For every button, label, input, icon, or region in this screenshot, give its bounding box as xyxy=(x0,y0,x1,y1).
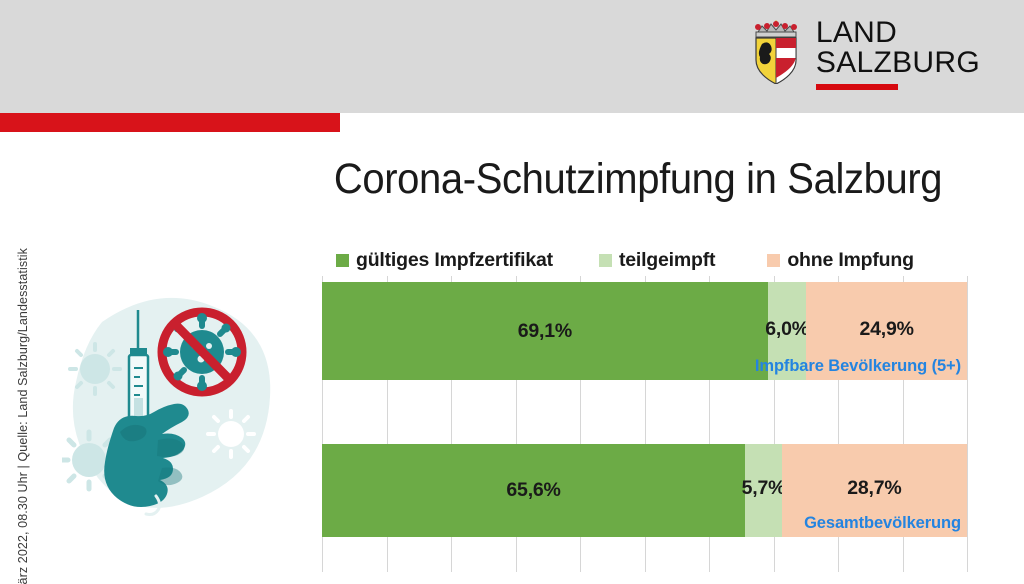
bar-segment-gueltiges-impfzertifikat[interactable]: 65,6% xyxy=(322,444,746,537)
gridline xyxy=(322,276,323,572)
bar-segment-value: 6,0% xyxy=(765,317,809,340)
bar-segment-teilgeimpft[interactable]: 6,0% xyxy=(765,282,809,380)
no-virus-prohibition-icon xyxy=(157,307,247,397)
bar-segment-ohne-impfung[interactable]: 24,9% xyxy=(806,282,967,380)
legend-label-1: teilgeimpft xyxy=(618,248,716,271)
gridline xyxy=(451,276,452,572)
bar-segment-teilgeimpft[interactable]: 5,7% xyxy=(742,444,786,537)
salzburg-coat-of-arms-icon xyxy=(754,20,797,84)
gridline xyxy=(838,276,839,572)
logo-line-salzburg: SALZBURG xyxy=(815,46,980,79)
bar-row[interactable]: 69,1% 6,0% 24,9% Impfbare Bevölkerung (5… xyxy=(322,282,967,380)
bar-category-label: Gesamtbevölkerung xyxy=(804,514,961,532)
decorative-virus-lower-icon xyxy=(62,429,121,492)
gridline xyxy=(902,276,904,572)
gridline xyxy=(386,276,388,572)
bar-segment-gueltiges-impfzertifikat[interactable]: 69,1% xyxy=(322,282,768,380)
legend-label-0: gültiges Impfzertifikat xyxy=(356,248,553,271)
hand-holding-syringe-no-virus-illustration xyxy=(62,297,271,516)
stacked-bar-chart: 69,1% 6,0% 24,9% Impfbare Bevölkerung (5… xyxy=(322,276,968,572)
chart-legend: gültiges Impfzertifikat teilgeimpft ohne… xyxy=(322,247,967,273)
logo-red-rule xyxy=(815,84,898,90)
bar-row[interactable]: 65,6% 5,7% 28,7% Gesamtbevölkerung xyxy=(322,444,967,537)
legend-item-teilgeimpft[interactable]: teilgeimpft xyxy=(598,248,716,272)
legend-swatch-peach-icon xyxy=(767,253,781,267)
gridline xyxy=(709,276,710,572)
header-band xyxy=(0,0,1024,113)
page-title: Corona-Schutzimpfung in Salzburg xyxy=(333,155,943,203)
source-note: ärz 2022, 08.30 Uhr | Quelle: Land Salzb… xyxy=(16,248,30,584)
bar-category-label: Impfbare Bevölkerung (5+) xyxy=(754,357,961,375)
hand-icon xyxy=(104,403,189,516)
chart-gridlines xyxy=(322,276,968,572)
logo-wordmark: LAND SALZBURG xyxy=(815,16,980,90)
gridline xyxy=(773,276,775,572)
gridline xyxy=(580,276,581,572)
gridline xyxy=(515,276,517,572)
decorative-virus-white-icon xyxy=(206,409,256,459)
bar-segment-ohne-impfung[interactable]: 28,7% xyxy=(781,444,967,537)
bar-segment-value: 65,6% xyxy=(506,479,561,501)
bar-segment-value: 24,9% xyxy=(859,317,914,340)
bar-segment-value: 5,7% xyxy=(741,477,786,499)
red-accent-bar xyxy=(0,113,340,132)
decorative-virus-icon xyxy=(68,342,122,396)
legend-label-2: ohne Impfung xyxy=(787,248,914,271)
bar-segment-value: 69,1% xyxy=(517,319,572,342)
legend-swatch-green-icon xyxy=(336,253,349,267)
legend-item-ohne-impfung[interactable]: ohne Impfung xyxy=(767,249,914,272)
logo-line-land: LAND xyxy=(815,16,898,49)
bar-segment-value: 28,7% xyxy=(847,477,902,499)
land-salzburg-logo: LAND SALZBURG xyxy=(750,18,980,90)
gridline xyxy=(967,276,968,572)
gridline xyxy=(644,276,646,572)
legend-swatch-lightgreen-icon xyxy=(598,253,612,267)
legend-item-gueltiges-impfzertifikat[interactable]: gültiges Impfzertifikat xyxy=(336,249,553,272)
